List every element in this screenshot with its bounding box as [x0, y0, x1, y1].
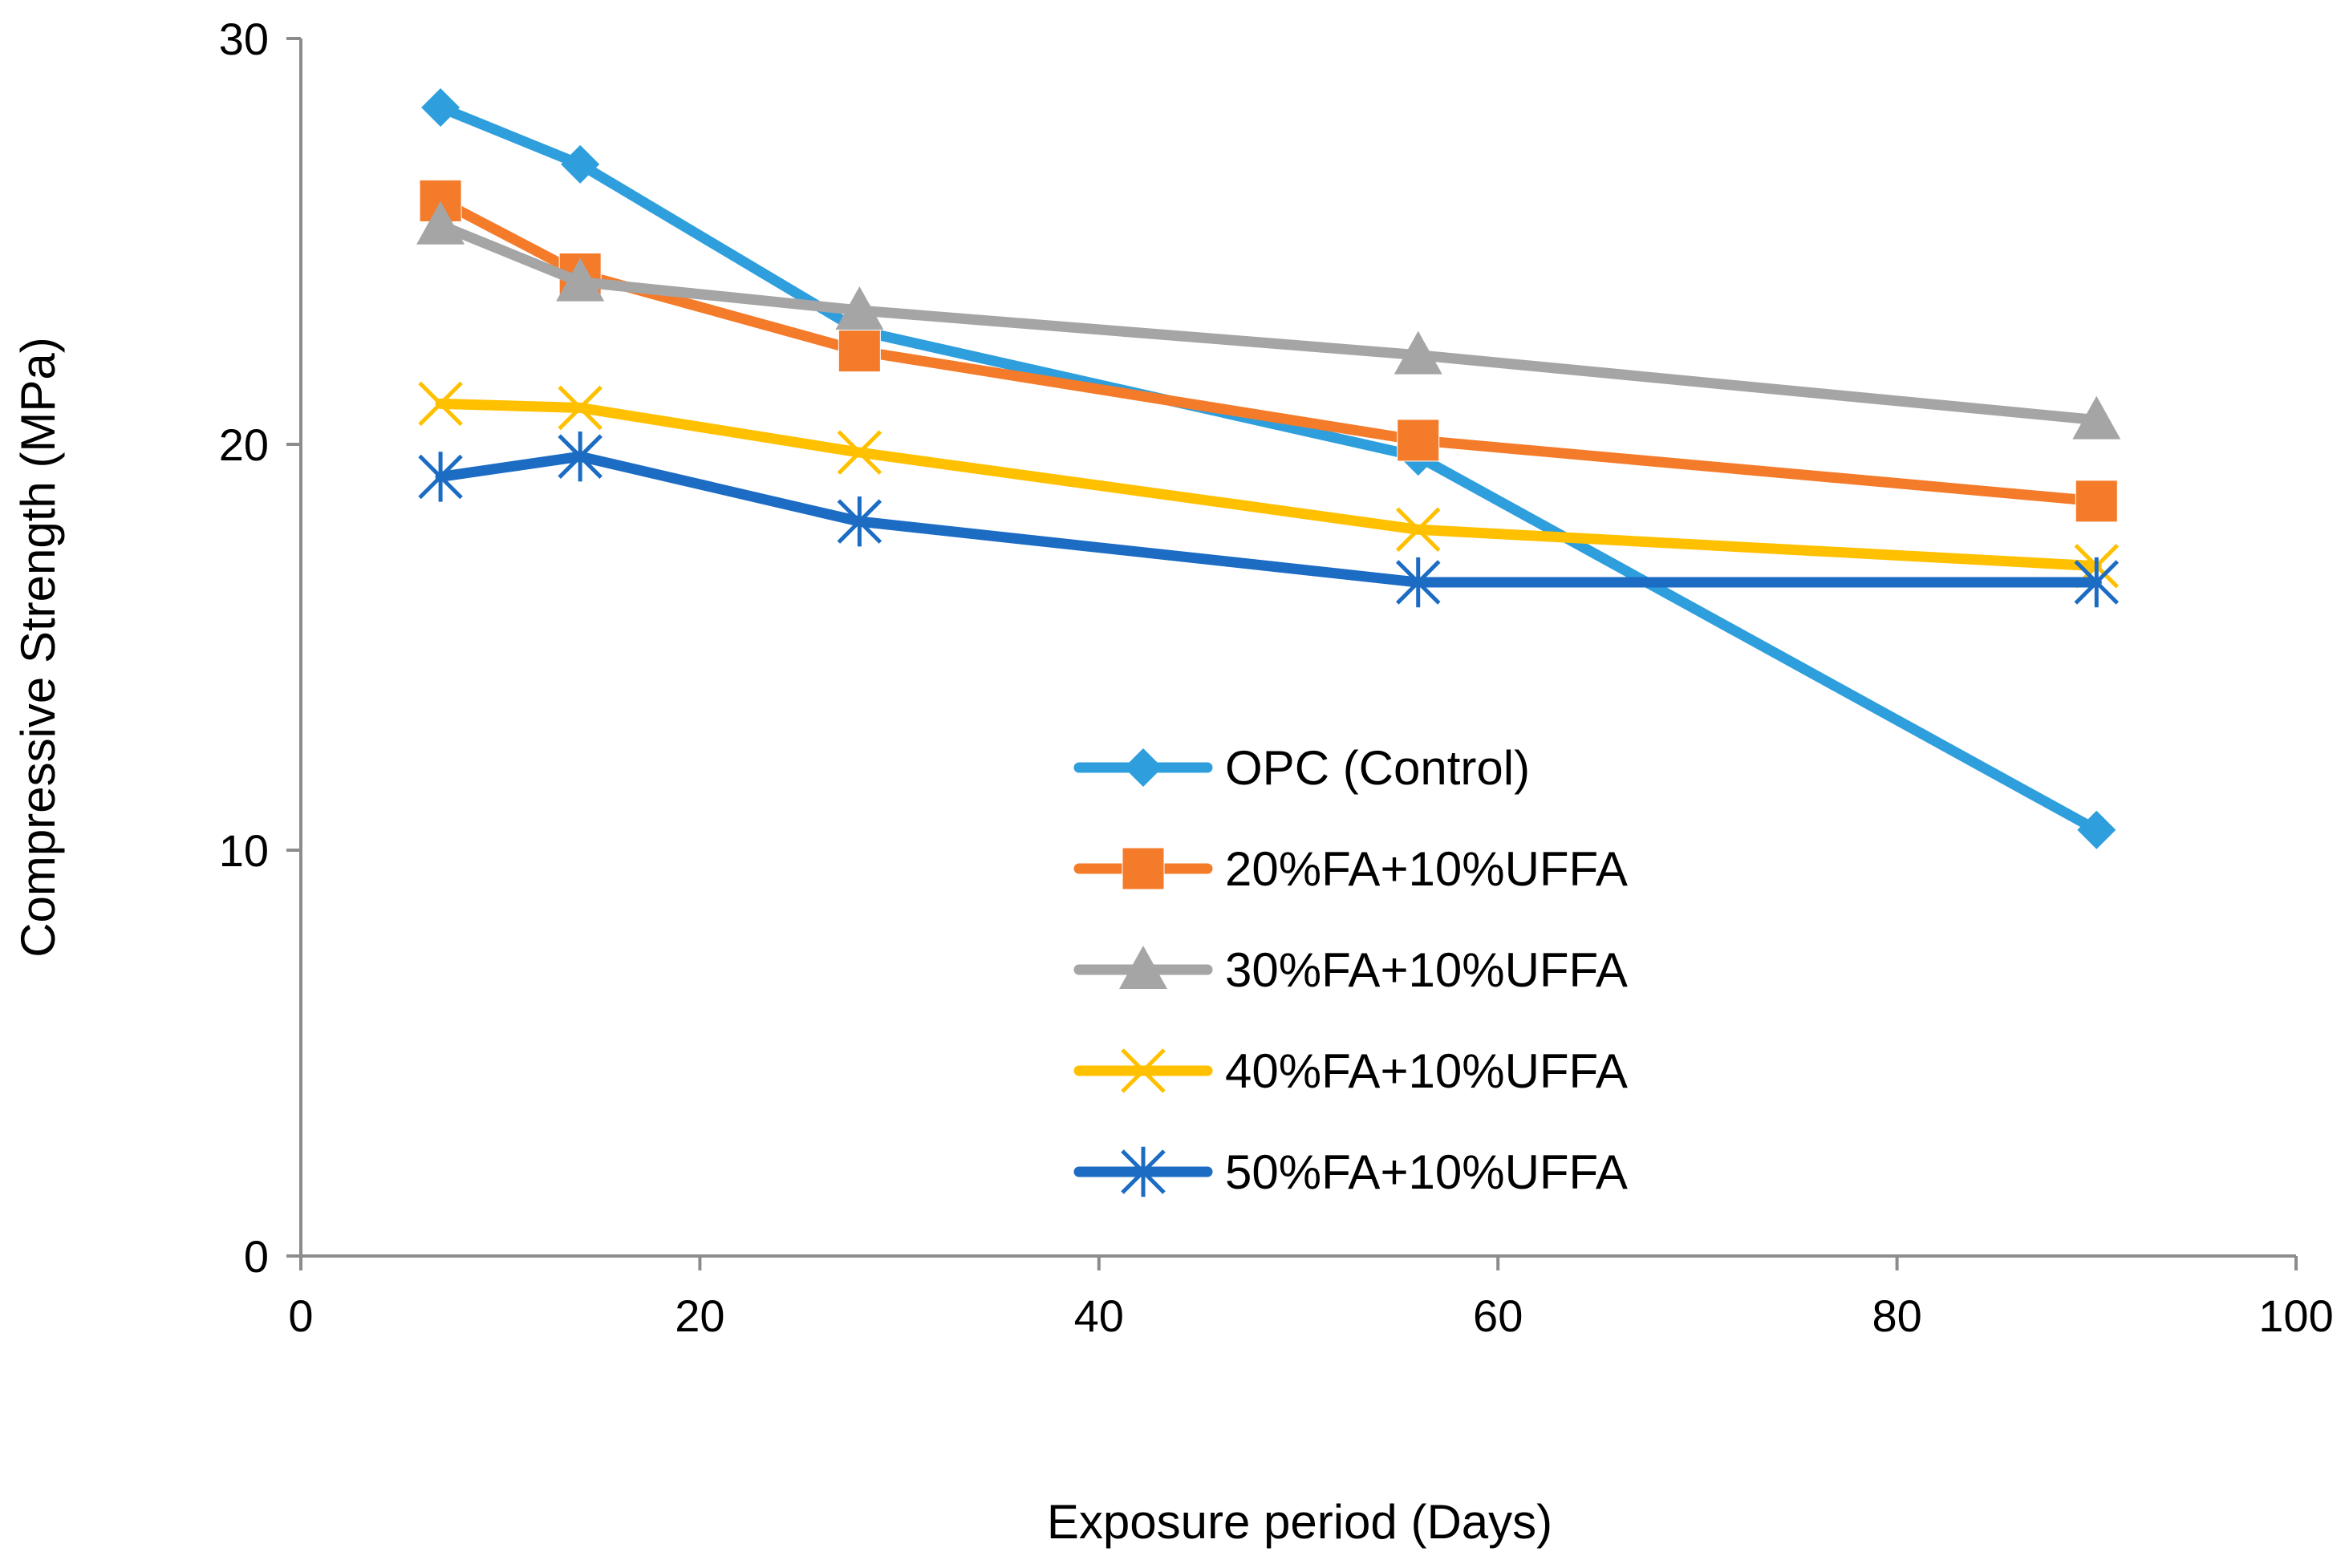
- data-point: [2075, 480, 2118, 523]
- data-point: [558, 385, 602, 431]
- legend-label: 50%FA+10%UFFA: [1225, 1145, 1628, 1199]
- data-point: [416, 201, 465, 245]
- series-2: [419, 179, 2118, 523]
- legend-label: 30%FA+10%UFFA: [1225, 943, 1628, 997]
- x-ticks: 0 20 40 60 80 100: [288, 1256, 2334, 1341]
- data-point: [1394, 330, 1442, 375]
- y-tick-label: 10: [219, 825, 269, 876]
- series-layer: [416, 88, 2121, 849]
- axes: [299, 38, 2296, 1258]
- x-tick-label: 20: [675, 1290, 724, 1341]
- series-3: [416, 201, 2121, 440]
- legend-item: OPC (Control): [1073, 741, 1530, 795]
- x-tick-label: 60: [1473, 1290, 1523, 1341]
- data-point: [561, 144, 600, 184]
- legend-item: 50%FA+10%UFFA: [1073, 1145, 1628, 1199]
- y-axis-title: Compressive Strength (MPa): [11, 337, 65, 958]
- data-point: [835, 286, 884, 330]
- legend-item: 40%FA+10%UFFA: [1073, 1044, 1628, 1098]
- legend-marker: [1119, 946, 1167, 989]
- legend-marker: [1122, 847, 1165, 890]
- data-point: [556, 257, 605, 302]
- legend-marker: [1124, 748, 1162, 787]
- legend: OPC (Control) 20%FA+10%UFFA 30%FA+10%UFFA 4…: [1073, 741, 1628, 1199]
- x-axis-title: Exposure period (Days): [1047, 1495, 1552, 1549]
- data-point: [2077, 810, 2116, 849]
- data-point: [418, 452, 463, 502]
- data-point: [421, 88, 460, 128]
- legend-item: 20%FA+10%UFFA: [1073, 842, 1628, 896]
- data-point: [838, 330, 881, 373]
- x-tick-label: 100: [2258, 1290, 2333, 1341]
- legend-marker: [1121, 1146, 1166, 1197]
- legend-item: 30%FA+10%UFFA: [1073, 943, 1628, 997]
- data-point: [418, 381, 463, 427]
- data-point: [2074, 557, 2120, 608]
- data-point: [837, 496, 882, 547]
- legend-label: OPC (Control): [1225, 741, 1530, 795]
- data-point: [558, 431, 602, 482]
- series-line: [435, 195, 2102, 507]
- series-1: [421, 88, 2116, 849]
- y-ticks: 0 10 20 30: [219, 14, 301, 1282]
- legend-marker: [1121, 1048, 1166, 1093]
- data-point: [1397, 419, 1440, 462]
- series-line: [435, 102, 2102, 836]
- series-5: [418, 431, 2120, 608]
- data-point: [837, 430, 882, 475]
- data-point: [2072, 395, 2121, 440]
- legend-label: 40%FA+10%UFFA: [1225, 1044, 1628, 1098]
- data-point: [1395, 557, 1441, 608]
- series-line: [435, 220, 2102, 426]
- data-point: [1395, 507, 1441, 553]
- y-tick-label: 20: [219, 419, 269, 470]
- x-tick-label: 40: [1074, 1290, 1124, 1341]
- legend-label: 20%FA+10%UFFA: [1225, 842, 1628, 896]
- y-tick-label: 0: [244, 1231, 269, 1282]
- x-tick-label: 80: [1872, 1290, 1921, 1341]
- x-tick-label: 0: [288, 1290, 313, 1341]
- y-tick-label: 30: [219, 14, 269, 64]
